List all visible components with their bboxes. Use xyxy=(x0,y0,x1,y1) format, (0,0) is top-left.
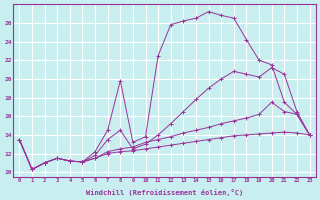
X-axis label: Windchill (Refroidissement éolien,°C): Windchill (Refroidissement éolien,°C) xyxy=(86,189,243,196)
